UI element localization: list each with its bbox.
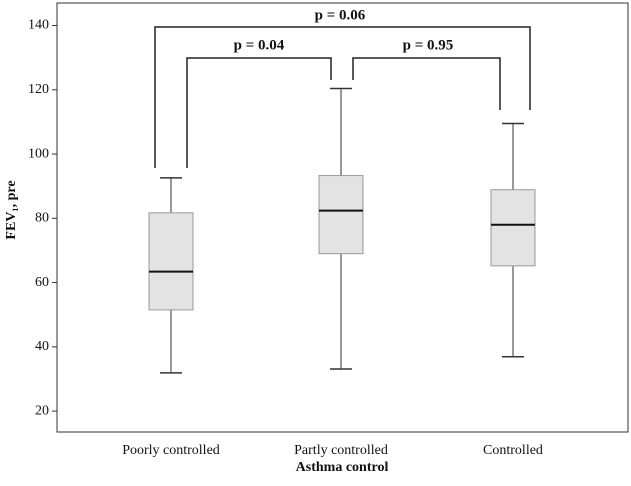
y-tick-label: 40 — [35, 339, 49, 354]
y-tick-label: 140 — [28, 18, 49, 33]
x-axis-label: Asthma control — [296, 460, 389, 475]
box — [318, 175, 364, 255]
y-tick-label: 80 — [35, 211, 49, 226]
y-tick-label: 20 — [35, 403, 49, 418]
y-tick-label: 120 — [28, 82, 49, 97]
x-tick-label: Poorly controlled — [122, 443, 220, 458]
box — [490, 189, 536, 267]
x-tick-label: Partly controlled — [294, 443, 388, 458]
p-value: p = 0.04 — [234, 37, 285, 53]
p-value: p = 0.06 — [315, 7, 366, 23]
plot-frame — [56, 2, 629, 433]
box — [148, 212, 194, 311]
y-tick-label: 100 — [28, 146, 49, 161]
significance-brackets — [154, 26, 531, 168]
y-axis-label: FEV₁, pre — [4, 180, 19, 239]
x-tick-label: Controlled — [483, 443, 543, 458]
p-value: p = 0.95 — [403, 37, 454, 53]
y-tick-label: 60 — [35, 275, 49, 290]
